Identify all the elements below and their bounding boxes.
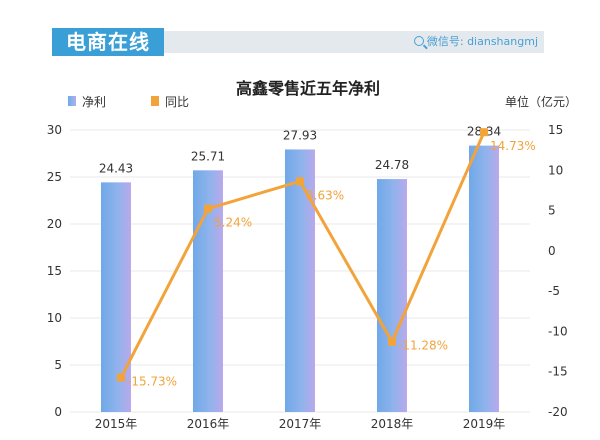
legend-label-bar: 净利	[82, 95, 106, 109]
left-tick-1: 5	[54, 358, 62, 372]
left-tick-3: 15	[47, 264, 62, 278]
yoy-marker-2	[296, 177, 304, 186]
yoy-marker-0	[117, 373, 125, 382]
x-axis: 2015年 2016年 2017年 2018年 2019年	[95, 417, 506, 431]
right-axis: -20 -15 -10 -5 0 5 10 15	[548, 123, 568, 419]
left-tick-0: 0	[54, 405, 62, 419]
yoy-label-1: 5.24%	[214, 216, 252, 230]
right-tick-7: 15	[548, 123, 563, 137]
search-icon	[413, 36, 424, 46]
yoy-label-4: 14.73%	[490, 139, 536, 153]
left-tick-4: 20	[47, 217, 62, 231]
left-tick-6: 30	[47, 123, 62, 137]
right-tick-0: -20	[548, 405, 568, 419]
brand-logo: 电商在线	[52, 28, 164, 56]
yoy-label-3: -11.28%	[398, 339, 448, 353]
yoy-marker-3	[388, 337, 396, 346]
right-tick-3: -5	[548, 284, 560, 298]
bar-label-1: 25.71	[191, 149, 225, 163]
legend-label-line: 同比	[165, 95, 189, 109]
bar-label-3: 24.78	[375, 158, 409, 172]
header-strip	[164, 31, 544, 53]
yoy-label-0: -15.73%	[127, 375, 177, 389]
unit-label: 单位（亿元）	[505, 94, 577, 109]
yoy-label-2: 8.63%	[306, 188, 344, 202]
bar-2015年	[101, 182, 131, 412]
legend: 净利 同比	[68, 95, 189, 109]
x-tick-4: 2019年	[463, 417, 506, 431]
right-tick-6: 10	[548, 163, 563, 177]
bar-2018年	[377, 179, 407, 412]
yoy-labels: -15.73% 5.24% 8.63% -11.28% 14.73%	[127, 139, 536, 388]
right-tick-2: -10	[548, 324, 568, 338]
legend-swatch-line	[151, 96, 159, 106]
x-tick-0: 2015年	[95, 417, 138, 431]
wechat-id-text: 微信号: dianshangmj	[426, 35, 538, 48]
x-tick-3: 2018年	[371, 417, 414, 431]
bar-label-2: 27.93	[283, 128, 317, 142]
right-tick-1: -15	[548, 365, 568, 379]
x-tick-1: 2016年	[187, 417, 230, 431]
wechat-id: 微信号: dianshangmj	[413, 33, 538, 49]
right-tick-4: 0	[548, 244, 556, 258]
yoy-markers	[117, 128, 488, 382]
x-tick-2: 2017年	[279, 417, 322, 431]
legend-swatch-bar	[68, 96, 76, 106]
bar-label-0: 24.43	[99, 161, 133, 175]
yoy-marker-1	[204, 204, 212, 213]
bar-2019年	[469, 145, 499, 412]
bar-2017年	[285, 149, 315, 412]
chart-title: 高鑫零售近五年净利	[236, 79, 380, 98]
bars	[101, 145, 499, 412]
right-tick-5: 5	[548, 204, 556, 218]
left-axis: 0 5 10 15 20 25 30	[47, 123, 62, 419]
yoy-marker-4	[480, 128, 488, 137]
left-tick-5: 25	[47, 170, 62, 184]
left-tick-2: 10	[47, 311, 62, 325]
